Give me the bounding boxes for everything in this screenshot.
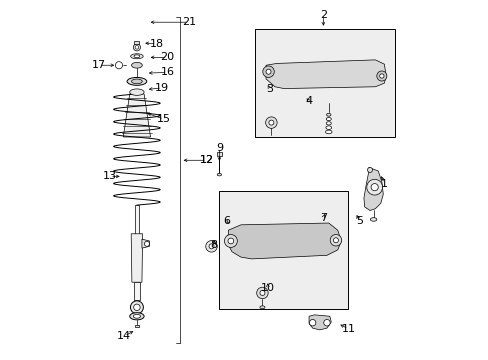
Text: 10: 10 (260, 283, 274, 293)
Bar (255, 30, 394, 137)
Polygon shape (142, 239, 149, 248)
Polygon shape (123, 94, 150, 137)
Ellipse shape (129, 89, 144, 95)
Text: 20: 20 (160, 52, 174, 62)
Circle shape (367, 167, 372, 172)
Text: 9: 9 (215, 143, 223, 153)
Ellipse shape (326, 113, 330, 116)
Circle shape (376, 71, 386, 81)
Circle shape (333, 238, 338, 243)
Circle shape (370, 184, 378, 191)
Bar (219, 191, 348, 309)
Ellipse shape (217, 174, 221, 176)
Circle shape (379, 74, 383, 78)
Ellipse shape (325, 126, 331, 130)
Text: 12: 12 (200, 155, 213, 165)
Text: 11: 11 (341, 324, 355, 334)
Circle shape (144, 241, 149, 246)
Circle shape (224, 234, 237, 247)
Circle shape (133, 44, 140, 51)
Polygon shape (265, 60, 386, 89)
Polygon shape (135, 205, 139, 234)
Ellipse shape (325, 117, 330, 121)
Ellipse shape (129, 313, 144, 320)
Bar (216, 152, 222, 156)
Polygon shape (131, 234, 142, 282)
Polygon shape (226, 223, 341, 259)
Circle shape (135, 45, 139, 49)
Text: 8: 8 (210, 239, 217, 249)
Circle shape (366, 179, 382, 195)
Text: 13: 13 (103, 171, 117, 181)
Circle shape (260, 291, 264, 296)
Circle shape (323, 319, 329, 326)
Text: 15: 15 (157, 114, 170, 124)
Circle shape (115, 62, 122, 69)
Text: 19: 19 (155, 83, 169, 93)
Text: 14: 14 (117, 331, 131, 341)
Ellipse shape (133, 314, 140, 318)
Polygon shape (134, 282, 140, 300)
Circle shape (208, 244, 214, 249)
Ellipse shape (260, 306, 264, 309)
Circle shape (205, 240, 217, 252)
Ellipse shape (131, 62, 142, 68)
Circle shape (309, 319, 315, 326)
Text: 4: 4 (305, 96, 312, 106)
Text: 17: 17 (92, 60, 106, 70)
Text: 5: 5 (355, 216, 362, 226)
Text: 7: 7 (319, 213, 326, 222)
Circle shape (329, 234, 341, 246)
Polygon shape (308, 315, 330, 330)
Text: 2: 2 (319, 10, 326, 20)
Circle shape (133, 304, 140, 311)
Text: 1: 1 (380, 179, 387, 189)
Text: 16: 16 (160, 67, 174, 77)
Text: 18: 18 (149, 39, 163, 49)
Ellipse shape (131, 79, 142, 84)
Circle shape (256, 287, 267, 299)
Ellipse shape (130, 54, 143, 59)
Circle shape (268, 120, 273, 125)
Text: 3: 3 (265, 84, 272, 94)
Circle shape (227, 238, 233, 244)
Text: 12: 12 (200, 155, 213, 165)
Ellipse shape (325, 130, 331, 134)
Ellipse shape (325, 122, 330, 125)
Circle shape (265, 69, 270, 74)
Ellipse shape (134, 55, 140, 58)
Circle shape (262, 66, 274, 77)
Ellipse shape (369, 218, 376, 221)
Text: 6: 6 (223, 216, 229, 226)
Circle shape (265, 117, 277, 129)
Text: 21: 21 (182, 17, 196, 27)
Circle shape (130, 301, 143, 314)
Bar (134, 41, 139, 44)
Bar (135, 324, 139, 327)
Ellipse shape (127, 77, 146, 85)
Polygon shape (363, 167, 383, 211)
